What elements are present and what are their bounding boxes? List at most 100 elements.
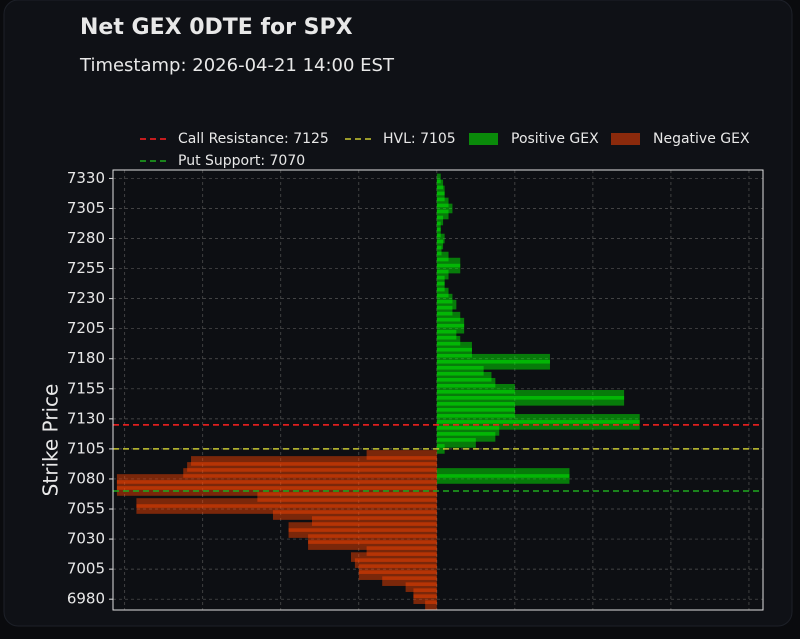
bar bbox=[366, 450, 437, 460]
bar bbox=[136, 498, 437, 508]
bar bbox=[436, 335, 461, 346]
plot-frame bbox=[112, 169, 764, 611]
bar bbox=[350, 552, 437, 562]
bar bbox=[413, 594, 437, 604]
bar bbox=[311, 516, 437, 526]
bar bbox=[436, 185, 445, 196]
bar bbox=[436, 468, 570, 478]
bar bbox=[288, 528, 437, 538]
bar bbox=[436, 191, 445, 202]
y-tick-label: 7330 bbox=[67, 169, 105, 187]
legend-label: Put Support: 7070 bbox=[178, 153, 305, 169]
bar bbox=[436, 299, 457, 310]
bar bbox=[436, 323, 465, 334]
bar bbox=[436, 438, 476, 448]
bar bbox=[436, 329, 457, 340]
bar bbox=[436, 275, 445, 286]
bar bbox=[436, 383, 515, 394]
bar bbox=[436, 269, 449, 280]
bar bbox=[436, 227, 441, 238]
plot-area bbox=[113, 170, 763, 610]
bar bbox=[436, 197, 449, 208]
bar bbox=[183, 468, 437, 478]
bar bbox=[436, 173, 441, 184]
y-tick-label: 7105 bbox=[67, 439, 105, 457]
bar bbox=[436, 281, 445, 292]
y-tick-label: 7180 bbox=[67, 349, 105, 367]
bar bbox=[436, 287, 449, 298]
y-tick-label: 7005 bbox=[67, 560, 105, 578]
bar bbox=[436, 239, 444, 250]
bar bbox=[436, 209, 449, 220]
bar bbox=[308, 534, 437, 544]
bar bbox=[366, 546, 437, 556]
bar bbox=[272, 510, 437, 520]
bar bbox=[257, 492, 437, 502]
bar bbox=[436, 179, 444, 190]
bar bbox=[436, 402, 515, 412]
bar bbox=[436, 341, 472, 352]
bar bbox=[354, 558, 437, 568]
bar bbox=[436, 221, 441, 232]
legend-label: Negative GEX bbox=[653, 131, 750, 147]
bar bbox=[436, 390, 625, 400]
y-tick-label: 7205 bbox=[67, 319, 105, 337]
y-tick-label: 7255 bbox=[67, 259, 105, 277]
bar bbox=[436, 293, 453, 304]
bar bbox=[405, 582, 437, 592]
bar bbox=[187, 462, 437, 472]
bar bbox=[436, 317, 465, 328]
bar bbox=[413, 588, 437, 598]
bar bbox=[288, 522, 437, 532]
bar bbox=[436, 359, 550, 370]
bar bbox=[191, 456, 437, 466]
bar bbox=[436, 347, 472, 358]
bar bbox=[436, 365, 484, 376]
legend-label: Positive GEX bbox=[511, 131, 599, 147]
bar bbox=[436, 311, 461, 322]
bar bbox=[436, 353, 550, 364]
bar bbox=[436, 474, 570, 484]
chart-title: Net GEX 0DTE for SPX bbox=[80, 15, 353, 40]
legend-swatch bbox=[611, 133, 640, 145]
y-axis-label: Strike Price bbox=[39, 384, 63, 497]
bar bbox=[436, 444, 445, 454]
y-tick-label: 7055 bbox=[67, 500, 105, 518]
bar bbox=[116, 474, 437, 484]
bar bbox=[436, 396, 625, 406]
y-tick-label: 7280 bbox=[67, 229, 105, 247]
y-tick-label: 7305 bbox=[67, 199, 105, 217]
y-tick-label: 7155 bbox=[67, 379, 105, 397]
bar bbox=[436, 215, 444, 226]
y-tick-label: 7230 bbox=[67, 289, 105, 307]
bar bbox=[436, 371, 492, 382]
bar bbox=[436, 233, 445, 244]
bar bbox=[136, 504, 437, 514]
legend-label: Call Resistance: 7125 bbox=[178, 131, 329, 147]
bar bbox=[382, 576, 437, 586]
bar bbox=[436, 408, 515, 418]
bar bbox=[436, 432, 496, 442]
y-tick-label: 7030 bbox=[67, 530, 105, 548]
y-tick-label: 6980 bbox=[67, 590, 105, 608]
bar bbox=[358, 564, 437, 574]
bar bbox=[425, 600, 437, 610]
bar bbox=[358, 570, 437, 580]
chart-subtitle: Timestamp: 2026-04-21 14:00 EST bbox=[79, 55, 395, 76]
bar bbox=[436, 263, 461, 274]
bar bbox=[436, 203, 453, 214]
legend-label: HVL: 7105 bbox=[383, 131, 456, 147]
bar bbox=[308, 540, 437, 550]
bar bbox=[116, 480, 437, 490]
bar bbox=[436, 245, 442, 256]
bar bbox=[436, 414, 640, 424]
bar bbox=[436, 305, 453, 316]
y-tick-label: 7130 bbox=[67, 409, 105, 427]
bar bbox=[436, 257, 461, 268]
bar bbox=[436, 377, 496, 388]
bar bbox=[436, 426, 500, 436]
legend-swatch bbox=[469, 133, 498, 145]
y-tick-label: 7080 bbox=[67, 469, 105, 487]
